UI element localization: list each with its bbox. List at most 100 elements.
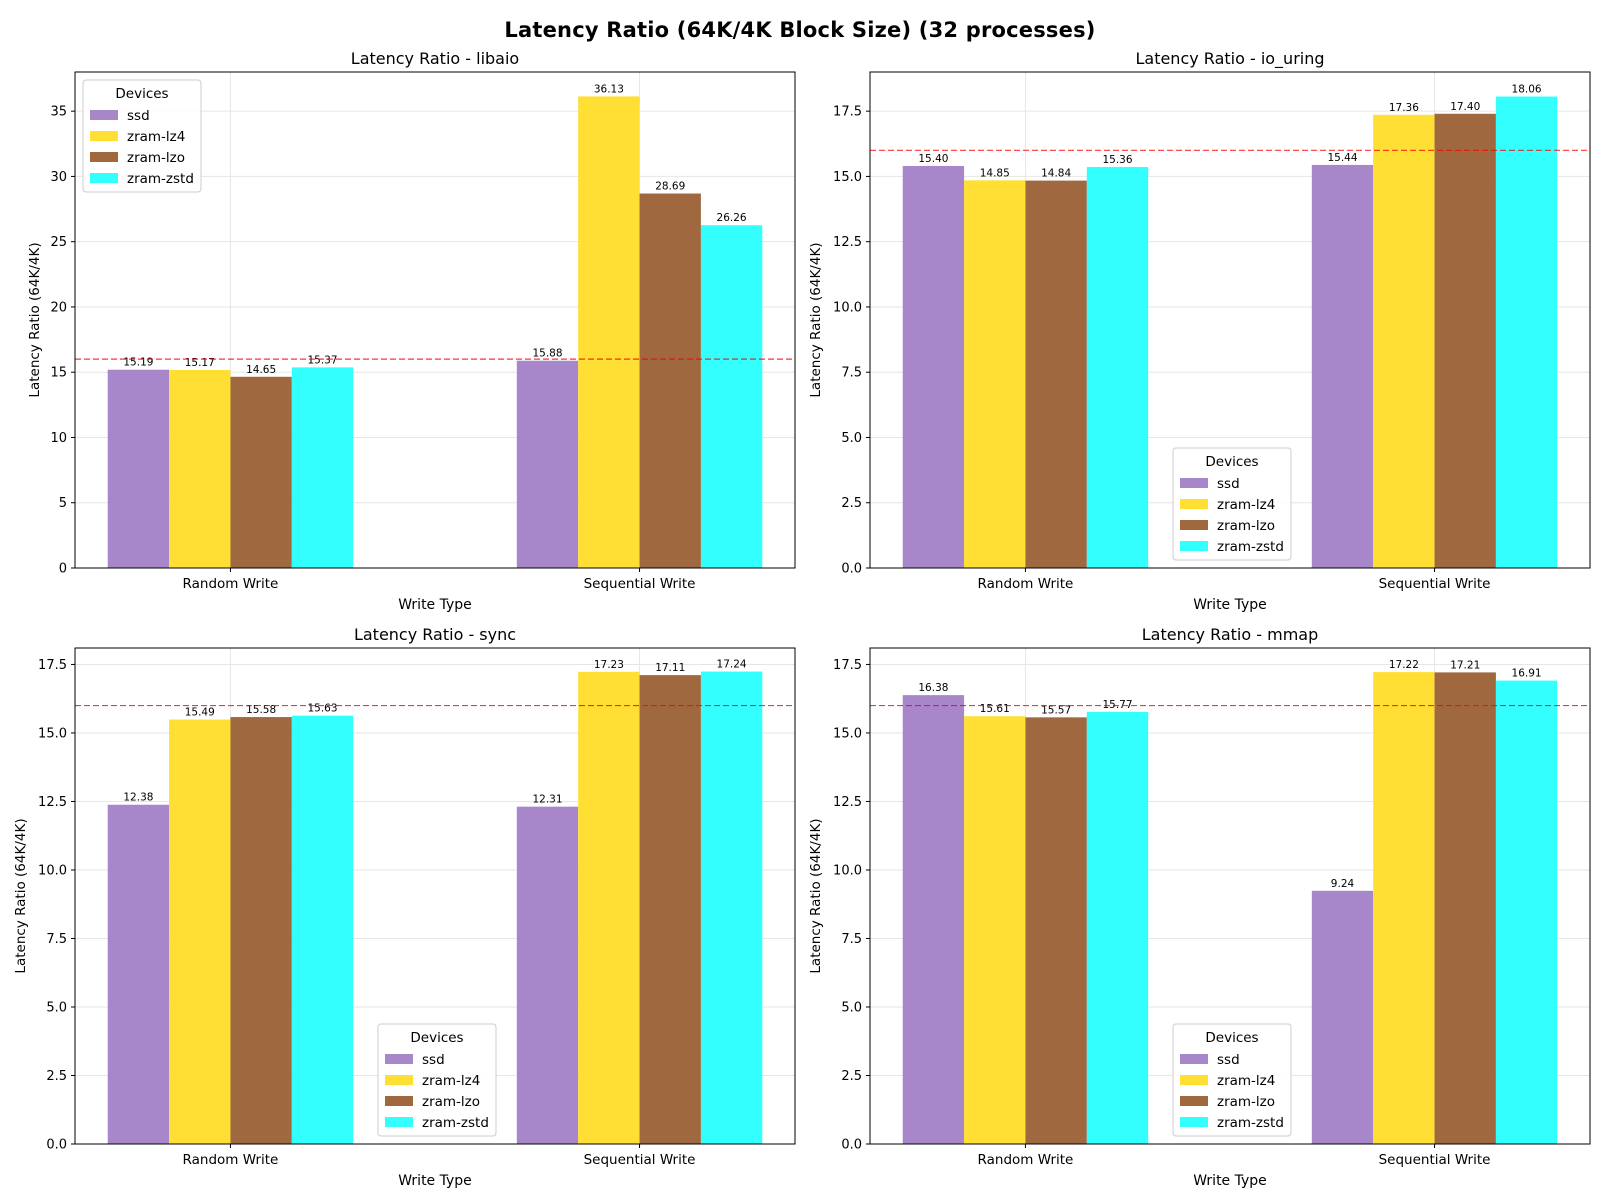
y-tick-label: 10.0 (833, 300, 862, 315)
bar-value-label: 15.77 (1102, 699, 1132, 711)
legend-label: zram-zstd (1217, 1115, 1284, 1131)
y-tick-label: 15.0 (833, 726, 862, 741)
bar-value-label: 15.37 (307, 354, 337, 366)
x-axis: Random Write Sequential Write (183, 1144, 695, 1168)
x-axis-label: Write Type (398, 597, 472, 613)
legend-swatch-zram-zstd (90, 173, 118, 183)
x-tick-label: Sequential Write (1379, 1152, 1491, 1168)
bar-ssd (107, 369, 170, 568)
bar-value-label: 14.84 (1041, 168, 1071, 180)
bar-value-label: 17.23 (594, 659, 624, 671)
y-tick-label: 2.5 (46, 1069, 67, 1084)
legend-swatch-ssd (385, 1054, 413, 1064)
legend-label: zram-zstd (422, 1115, 489, 1131)
y-tick-label: 17.5 (833, 658, 862, 673)
bars: 16.38 9.24 15.61 17.22 15.57 17.21 15.77 16.91 (902, 659, 1558, 1144)
bar-value-label: 28.69 (655, 181, 685, 193)
y-tick-label: 17.5 (833, 105, 862, 120)
y-tick-label: 5.0 (841, 431, 862, 446)
legend-box (82, 79, 202, 193)
x-tick-label: Random Write (183, 576, 279, 592)
x-tick-label: Random Write (183, 1152, 279, 1168)
plot-frame (869, 647, 1591, 1145)
bar-value-label: 17.24 (717, 659, 747, 671)
x-axis: Random Write Sequential Write (978, 568, 1490, 592)
bar-value-label: 14.85 (980, 167, 1010, 179)
bar-value-label: 15.49 (185, 707, 215, 719)
legend-title: Devices (410, 1030, 463, 1046)
y-tick-label: 7.5 (46, 932, 67, 947)
bars: 12.38 12.31 15.49 17.23 15.58 17.11 15.63 17.24 (107, 659, 763, 1144)
legend-label: zram-zstd (1217, 539, 1284, 555)
legend-swatch-zram-zstd (1180, 1117, 1208, 1127)
legend-swatch-zram-lzo (1180, 1096, 1208, 1106)
chart-panel-4: 16.38 9.24 15.61 17.22 15.57 17.21 15.77 16.91 0… (808, 625, 1591, 1189)
y-tick-label: 12.5 (833, 235, 862, 250)
y-tick-label: 7.5 (841, 932, 862, 947)
legend-box (1172, 1023, 1292, 1137)
bar-zram-lzo (1025, 180, 1087, 568)
bar-value-label: 12.31 (532, 794, 562, 806)
legend: Devices ssd zram-lz4 zram-lzo zram-zstd (1172, 1023, 1292, 1137)
bar-zram-lzo (639, 675, 701, 1144)
bar-zram-zstd (291, 367, 354, 568)
legend-label: zram-lzo (127, 150, 185, 166)
legend-swatch-ssd (90, 110, 118, 120)
bar-value-label: 15.61 (980, 703, 1010, 715)
legend-label: ssd (1217, 1052, 1240, 1068)
legend-title: Devices (1205, 454, 1258, 470)
bar-zram-lzo (1434, 672, 1496, 1144)
bar-zram-zstd (291, 715, 354, 1144)
bar-value-label: 17.36 (1389, 102, 1419, 114)
bar-zram-zstd (1495, 96, 1558, 569)
bar-value-label: 12.38 (123, 792, 153, 804)
plot-frame (74, 647, 796, 1145)
x-axis-label: Write Type (1193, 597, 1267, 613)
y-tick-label: 0.0 (841, 562, 862, 577)
bar-value-label: 15.40 (918, 153, 948, 165)
y-tick-label: 17.5 (38, 658, 67, 673)
y-tick-label: 15 (50, 366, 67, 381)
y-axis-label: Latency Ratio (64K/4K) (13, 818, 29, 973)
legend-title: Devices (115, 86, 168, 102)
chart-panel-2: 15.40 15.44 14.85 17.36 14.84 17.40 15.36 18.06… (808, 49, 1591, 613)
figure-title: Latency Ratio (64K/4K Block Size) (32 pr… (504, 18, 1096, 42)
bar-ssd (107, 804, 170, 1144)
bar-zram-lz4 (578, 671, 640, 1144)
y-tick-label: 35 (50, 105, 67, 120)
chart-panel-1: 15.19 15.88 15.17 36.13 14.65 28.69 15.37 26.26… (27, 49, 796, 613)
legend-title: Devices (1205, 1030, 1258, 1046)
bar-zram-zstd (700, 671, 763, 1144)
bar-value-label: 9.24 (1331, 878, 1355, 890)
legend-swatch-zram-lz4 (1180, 1075, 1208, 1085)
legend-swatch-ssd (1180, 478, 1208, 488)
y-tick-label: 12.5 (38, 795, 67, 810)
legend-label: zram-lz4 (422, 1073, 480, 1089)
legend-label: zram-lzo (1217, 518, 1275, 534)
y-tick-label: 5.0 (841, 1000, 862, 1015)
y-tick-label: 12.5 (833, 795, 862, 810)
bar-zram-lz4 (169, 369, 231, 568)
legend-label: zram-lz4 (1217, 1073, 1275, 1089)
y-tick-label: 0 (59, 562, 67, 577)
bar-zram-zstd (1086, 711, 1149, 1144)
bar-value-label: 15.17 (185, 357, 215, 369)
legend-label: zram-lzo (1217, 1094, 1275, 1110)
legend: Devices ssd zram-lz4 zram-lzo zram-zstd (377, 1023, 497, 1137)
legend: Devices ssd zram-lz4 zram-lzo zram-zstd (82, 79, 202, 193)
bar-zram-zstd (700, 225, 763, 568)
legend-label: zram-lz4 (127, 129, 185, 145)
legend-swatch-zram-zstd (385, 1117, 413, 1127)
x-tick-label: Sequential Write (584, 576, 696, 592)
bar-zram-lzo (230, 717, 292, 1144)
bar-zram-lzo (1025, 717, 1087, 1144)
bar-value-label: 15.36 (1102, 154, 1132, 166)
y-tick-label: 0.0 (841, 1138, 862, 1153)
x-axis-label: Write Type (1193, 1173, 1267, 1189)
y-tick-label: 20 (50, 300, 67, 315)
bar-ssd (902, 695, 965, 1144)
legend-swatch-zram-lzo (90, 152, 118, 162)
bar-zram-lzo (639, 193, 701, 568)
chart-title: Latency Ratio - libaio (351, 49, 519, 68)
bar-ssd (516, 360, 579, 568)
